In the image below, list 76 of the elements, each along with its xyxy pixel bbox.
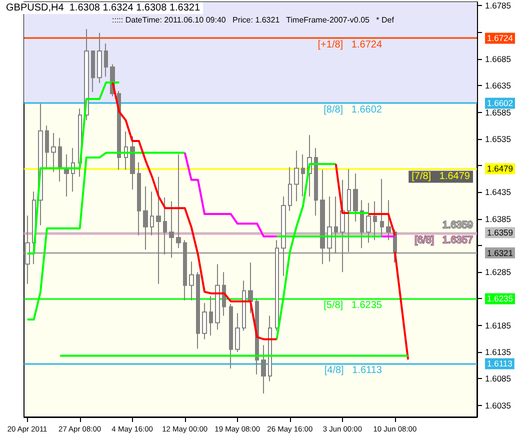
candlestick — [64, 154, 69, 197]
y-tick-label: 1.6285 — [485, 267, 512, 278]
candlestick — [386, 200, 391, 241]
candlestick — [183, 240, 187, 301]
candlestick — [156, 176, 161, 284]
y-tick-label: 1.6785 — [485, 0, 512, 11]
candlestick — [327, 196, 332, 262]
y2-tick-label: 1.6235 — [487, 294, 514, 304]
candlestick — [163, 197, 167, 256]
candlestick — [320, 169, 325, 265]
candlestick — [196, 272, 200, 350]
ref-line-label: [8/8] 1.6602 — [324, 104, 382, 116]
y2-tick-label: 1.6359 — [487, 228, 514, 238]
y-tick-label: 1.6035 — [485, 400, 512, 410]
y-tick-label: 1.6635 — [485, 80, 512, 91]
candlestick — [373, 200, 377, 241]
text: ::::: DateTime: 2011.06.10 09:40 Price: 1.6321 TimeFrame-2007-v0.05 * Def — [112, 16, 394, 24]
candlestick — [340, 179, 345, 273]
y2-tick-label: 1.6602 — [487, 98, 514, 108]
y-tick-label: 1.6535 — [485, 134, 512, 144]
candlestick — [248, 262, 253, 314]
candlestick — [301, 154, 305, 197]
chart-title: GBPUSD,H4 1.6308 1.6324 1.6308 1.6321 — [6, 2, 200, 14]
candlestick — [281, 196, 286, 276]
candlestick — [222, 272, 226, 316]
candlestick — [353, 173, 358, 222]
candlestick — [189, 260, 194, 301]
candlestick — [130, 136, 135, 190]
ref-line-label: [6/8] 1.6357 — [414, 235, 474, 246]
ref-line-label: 1.6359 — [442, 220, 474, 232]
y-tick-label: 1.6435 — [485, 187, 512, 198]
candlestick — [294, 150, 299, 202]
y-tick-label: 1.6385 — [485, 214, 512, 224]
y2-tick-label: 1.6321 — [487, 248, 514, 258]
ref-line-label: [7/8] 1.6479 — [412, 171, 470, 182]
candlestick — [268, 315, 272, 382]
candlestick — [334, 196, 338, 254]
candlestick — [137, 162, 141, 236]
candlestick — [104, 43, 108, 78]
candlestick — [150, 191, 154, 236]
candlestick — [380, 178, 384, 238]
candlestick — [261, 344, 266, 394]
y-tick-label: 1.6085 — [485, 374, 512, 384]
candlestick — [242, 280, 246, 332]
y2-tick-label: 1.6724 — [487, 33, 514, 44]
y2-tick-label: 1.6113 — [487, 358, 513, 369]
candlestick — [347, 168, 351, 252]
y-tick-label: 1.6585 — [485, 107, 512, 118]
candlestick — [288, 166, 292, 212]
y-tick-label: 1.6185 — [485, 320, 512, 330]
candlestick — [169, 200, 174, 258]
candlestick — [91, 50, 95, 93]
candlestick — [235, 312, 240, 353]
candlestick — [45, 125, 49, 169]
candlestick — [229, 304, 233, 370]
candlestick — [360, 200, 364, 249]
candlestick — [209, 296, 213, 336]
candlestick — [366, 202, 371, 244]
candlestick — [58, 137, 62, 182]
candlestick — [314, 147, 318, 216]
candlestick — [275, 240, 279, 332]
y2-tick-label: 1.6479 — [487, 164, 514, 174]
y-tick-label: 1.6685 — [485, 54, 512, 64]
ref-line-label: [5/8] 1.6235 — [324, 300, 382, 312]
ref-line-label: [+1/8] 1.6724 — [318, 40, 382, 51]
candlestick — [202, 302, 207, 340]
candlestick — [25, 215, 30, 284]
line-series — [184, 152, 278, 238]
candlestick — [51, 132, 56, 172]
candlestick — [215, 264, 220, 330]
candlestick — [97, 32, 102, 84]
candlestick — [124, 130, 128, 170]
ref-line-label: [4/8] 1.6113 — [324, 365, 382, 376]
candlestick — [143, 186, 148, 250]
y-tick-label: 1.6135 — [485, 347, 512, 358]
candlestick — [176, 154, 181, 249]
